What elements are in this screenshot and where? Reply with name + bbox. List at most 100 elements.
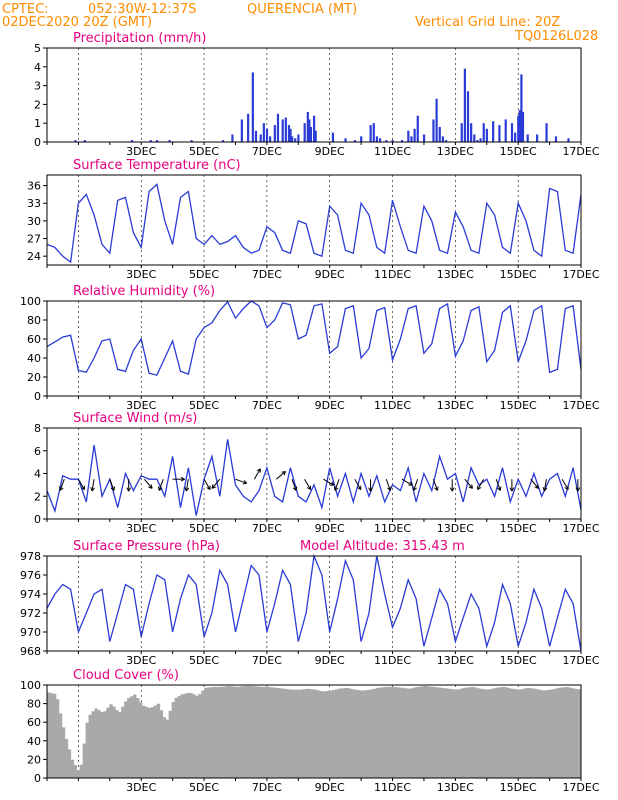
panel-title-cloud: Cloud Cover (%): [73, 668, 179, 683]
cloud-bar: [248, 685, 253, 778]
cloud-bar: [147, 707, 152, 778]
cloud-bar: [361, 690, 365, 778]
precip-bar: [372, 123, 375, 142]
cloud-bar: [136, 698, 140, 778]
cloud-bar: [569, 687, 573, 778]
cloud-bar: [127, 698, 131, 778]
panel-frame: [46, 47, 582, 143]
wind-arrow: [59, 479, 65, 491]
cloud-bar: [420, 686, 425, 778]
cloud-bar: [376, 687, 380, 778]
cloud-bar: [183, 693, 187, 778]
panel-title-wind: Surface Wind (m/s): [73, 411, 197, 426]
precip-bar: [314, 130, 317, 142]
precip-bar: [273, 125, 276, 142]
cloud-bar: [533, 688, 537, 778]
cloud-bar: [156, 703, 161, 778]
y-tick-label: 4: [34, 61, 41, 74]
cloud-bar: [225, 686, 229, 778]
panel-frame: [46, 555, 582, 652]
cloud-bar: [314, 689, 318, 778]
wind-arrow: [432, 479, 438, 491]
x-tick-label: 17DEC: [562, 399, 599, 412]
wind-arrow-head: [306, 487, 311, 491]
wind-arrow-head: [543, 487, 548, 492]
x-tick-label: 15DEC: [500, 781, 537, 794]
precip-bar: [289, 128, 292, 142]
precip-bar: [254, 130, 258, 142]
x-tick-label: 7DEC: [252, 522, 282, 535]
wind-arrow-head: [542, 487, 545, 492]
cloud-bar: [500, 687, 505, 778]
y-tick-label: 20: [27, 371, 41, 384]
series-line-temp: [46, 183, 582, 264]
cloud-bar: [497, 687, 502, 778]
cloud-bar: [352, 689, 356, 778]
x-tick-label: 5DEC: [189, 522, 219, 535]
precip-bar: [231, 134, 234, 142]
precip-bar: [545, 123, 548, 142]
precip-bar: [149, 140, 152, 142]
cloud-bar: [222, 686, 226, 778]
precip-bar: [432, 119, 435, 142]
cloud-bar: [358, 690, 362, 778]
cloud-bar: [216, 686, 220, 778]
precip-bar: [476, 140, 479, 142]
cloud-bar: [287, 689, 291, 778]
cloud-bar: [94, 708, 98, 778]
cloud-bar: [236, 686, 241, 778]
precip-bar: [168, 140, 171, 142]
cloud-bar: [462, 687, 466, 778]
cloud-bar: [480, 688, 484, 778]
cloud-bar: [73, 764, 78, 778]
cloud-bar: [153, 705, 158, 778]
cloud-bar: [195, 695, 199, 778]
cloud-bar: [471, 686, 475, 778]
cloud-bar: [340, 688, 345, 778]
cloud-bar: [557, 687, 561, 778]
cloud-bar: [269, 687, 273, 778]
cloud-bar: [61, 727, 66, 778]
cloud-bar: [438, 687, 442, 778]
wind-arrow: [77, 478, 85, 490]
cloud-bar: [106, 707, 110, 778]
cloud-bar: [230, 686, 235, 778]
wind-arrow-head: [496, 487, 501, 491]
x-tick-label: 13DEC: [437, 145, 474, 158]
header-code: TQ0126L028: [514, 29, 598, 44]
cloud-bar: [85, 722, 89, 778]
wind-arrow: [464, 478, 473, 489]
precip-bar: [360, 136, 363, 142]
cloud-bar: [518, 689, 523, 778]
cloud-bar: [426, 686, 431, 778]
wind-arrow-head: [211, 486, 216, 489]
wind-arrow: [275, 471, 286, 480]
cloud-bar: [530, 688, 534, 778]
y-tick-label: 2: [34, 490, 41, 503]
cloud-bar: [506, 687, 511, 778]
x-tick-label: 7DEC: [252, 654, 282, 667]
precip-bar: [331, 132, 335, 142]
precip-bar: [369, 125, 372, 142]
x-tick-label: 13DEC: [437, 522, 474, 535]
precip-bar: [303, 123, 306, 142]
cloud-bar: [319, 691, 324, 778]
cloud-bar: [159, 710, 164, 778]
wind-arrow-head: [295, 486, 298, 491]
x-tick-label: 11DEC: [374, 145, 411, 158]
precip-bar: [294, 138, 297, 142]
cloud-bar: [141, 705, 146, 778]
cloud-bar: [367, 689, 371, 778]
cloud-bar: [296, 689, 300, 778]
precip-bar: [400, 140, 404, 142]
cloud-bar: [290, 689, 294, 778]
x-tick-label: 17DEC: [562, 522, 599, 535]
panels-group: Precipitation (mm/h) 0 1 2 3 4 5 3DEC 5DEC 7DEC 9D…: [20, 31, 600, 794]
x-tick-label: 11DEC: [374, 654, 411, 667]
cloud-bar: [492, 688, 496, 778]
precip-bar: [309, 126, 313, 142]
x-tick-label: 15DEC: [500, 145, 537, 158]
wind-arrow-head: [242, 482, 247, 485]
cloud-bar: [257, 686, 261, 778]
cloud-bar: [468, 687, 472, 778]
